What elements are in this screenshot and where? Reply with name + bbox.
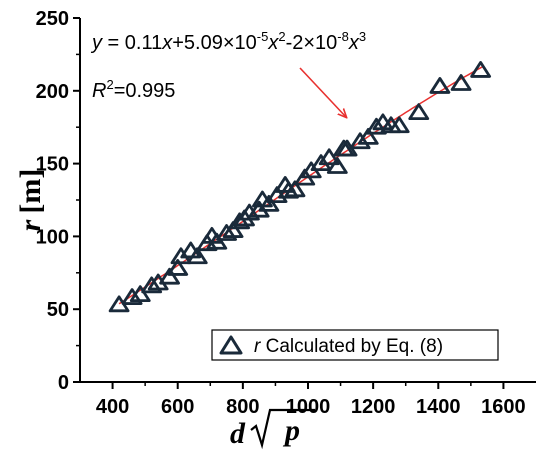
x-tick-label: 600 <box>161 396 194 418</box>
y-tick-label: 200 <box>36 81 69 103</box>
legend-marker <box>219 335 243 355</box>
data-point <box>357 127 379 145</box>
data-point <box>366 117 387 135</box>
x-tick-label: 1400 <box>416 396 461 418</box>
x-tick-label: 1200 <box>351 396 396 418</box>
data-point <box>186 247 208 265</box>
y-tick-label: 250 <box>36 8 69 30</box>
annotation-arrow <box>299 67 346 117</box>
data-point <box>278 181 299 199</box>
svg-text:d: d <box>230 417 246 450</box>
ticks: 400 600 800 1000 1200 1400 1600 0 50 100 150 200 250 <box>36 8 526 418</box>
x-axis-label: d p <box>230 408 315 450</box>
svg-text:p: p <box>282 414 300 447</box>
data-point <box>167 259 189 276</box>
data-point <box>121 288 143 305</box>
legend-label: r Calculated by Eq. (8) <box>254 336 443 357</box>
data-point <box>470 61 492 78</box>
data-point <box>159 267 180 285</box>
data-point <box>222 221 244 238</box>
data-point <box>129 285 151 303</box>
y-tick-label: 0 <box>58 372 69 394</box>
legend-box <box>211 329 499 361</box>
fit-equation: y = 0.11x+5.09×10-5x2-2×10-8x3 <box>90 29 366 54</box>
y-tick-label: 150 <box>36 154 69 176</box>
data-point <box>388 116 410 134</box>
x-tick-label: 800 <box>226 396 259 418</box>
data-point <box>349 132 371 150</box>
y-tick-label: 50 <box>47 299 69 321</box>
y-tick-label: 100 <box>36 226 69 248</box>
data-point <box>408 103 430 121</box>
x-tick-label: 400 <box>96 396 129 418</box>
x-tick-label: 1600 <box>481 396 526 418</box>
data-point <box>429 77 451 94</box>
data-point <box>318 148 340 166</box>
data-point <box>229 212 250 230</box>
data-point <box>450 74 472 91</box>
data-point <box>326 157 348 174</box>
r-squared: R2=0.995 <box>92 77 175 102</box>
data-point <box>141 276 163 294</box>
radical-sign <box>250 408 315 450</box>
y-axis-label: r[m] <box>14 169 47 232</box>
data-points <box>108 61 492 313</box>
data-point <box>258 194 280 212</box>
data-point <box>284 180 306 198</box>
data-point <box>216 224 237 241</box>
legend: r Calculated by Eq. (8) <box>211 329 499 361</box>
x-tick-label: 1000 <box>286 396 331 418</box>
data-point <box>206 232 228 250</box>
